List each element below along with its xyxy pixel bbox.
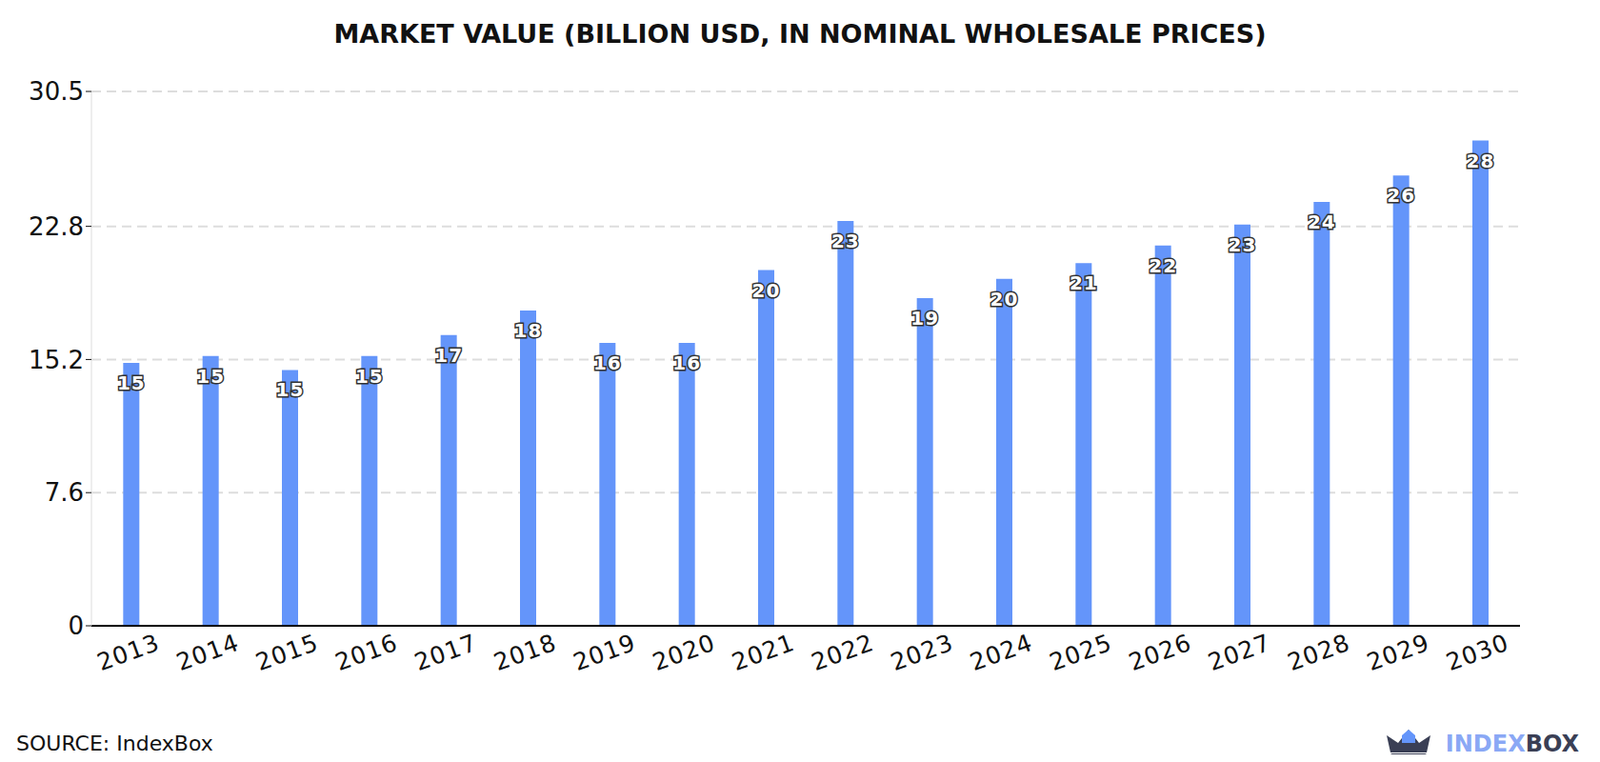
svg-text:2024: 2024	[966, 628, 1037, 677]
svg-text:2013: 2013	[93, 628, 163, 677]
svg-text:18: 18	[514, 319, 543, 342]
svg-text:2018: 2018	[490, 628, 560, 677]
svg-text:15: 15	[196, 364, 225, 388]
svg-text:2025: 2025	[1045, 628, 1116, 677]
svg-text:2027: 2027	[1204, 628, 1275, 677]
svg-text:2030: 2030	[1442, 628, 1513, 677]
svg-text:2020: 2020	[648, 628, 719, 677]
svg-text:2028: 2028	[1283, 628, 1354, 677]
html-text:INDEX BOX: INDEX BOX	[1445, 730, 1580, 758]
svg-text:2023: 2023	[886, 628, 957, 677]
svg-text:2014: 2014	[172, 628, 242, 677]
svg-text:2019: 2019	[569, 628, 640, 677]
svg-text:20: 20	[752, 279, 781, 302]
svg-text:15.2: 15.2	[28, 345, 84, 375]
svg-text:15: 15	[276, 378, 305, 401]
svg-text:2015: 2015	[252, 628, 322, 677]
svg-text:20: 20	[990, 287, 1020, 311]
svg-text:30.5: 30.5	[28, 77, 84, 106]
html-text:SOURCE: IndexBox: SOURCE: IndexBox	[16, 731, 214, 756]
svg-text:19: 19	[910, 306, 940, 330]
svg-text:0: 0	[67, 611, 84, 640]
html-text:MARKET VALUE (BILLION USD, IN: MARKET VALUE (BILLION USD, IN NOMINAL WH…	[333, 19, 1267, 49]
svg-text:2022: 2022	[807, 628, 878, 677]
svg-text:22: 22	[1148, 254, 1178, 278]
svg-text:26: 26	[1386, 183, 1416, 207]
svg-text:23: 23	[1228, 233, 1258, 257]
svg-text:16: 16	[672, 351, 701, 375]
svg-text:2029: 2029	[1362, 628, 1433, 677]
svg-text:15: 15	[117, 371, 146, 395]
svg-text:21: 21	[1069, 271, 1099, 295]
svg-text:15: 15	[355, 364, 384, 388]
svg-text:24: 24	[1307, 210, 1337, 234]
svg-text:16: 16	[593, 351, 622, 375]
svg-text:23: 23	[831, 229, 860, 253]
svg-text:2016: 2016	[331, 628, 401, 677]
svg-text:17: 17	[434, 343, 463, 367]
svg-text:22.8: 22.8	[28, 212, 84, 241]
svg-text:7.6: 7.6	[44, 478, 84, 507]
svg-text:2021: 2021	[728, 628, 799, 677]
svg-text:2026: 2026	[1124, 628, 1195, 677]
svg-text:28: 28	[1466, 149, 1496, 173]
svg-text:2017: 2017	[410, 628, 480, 677]
